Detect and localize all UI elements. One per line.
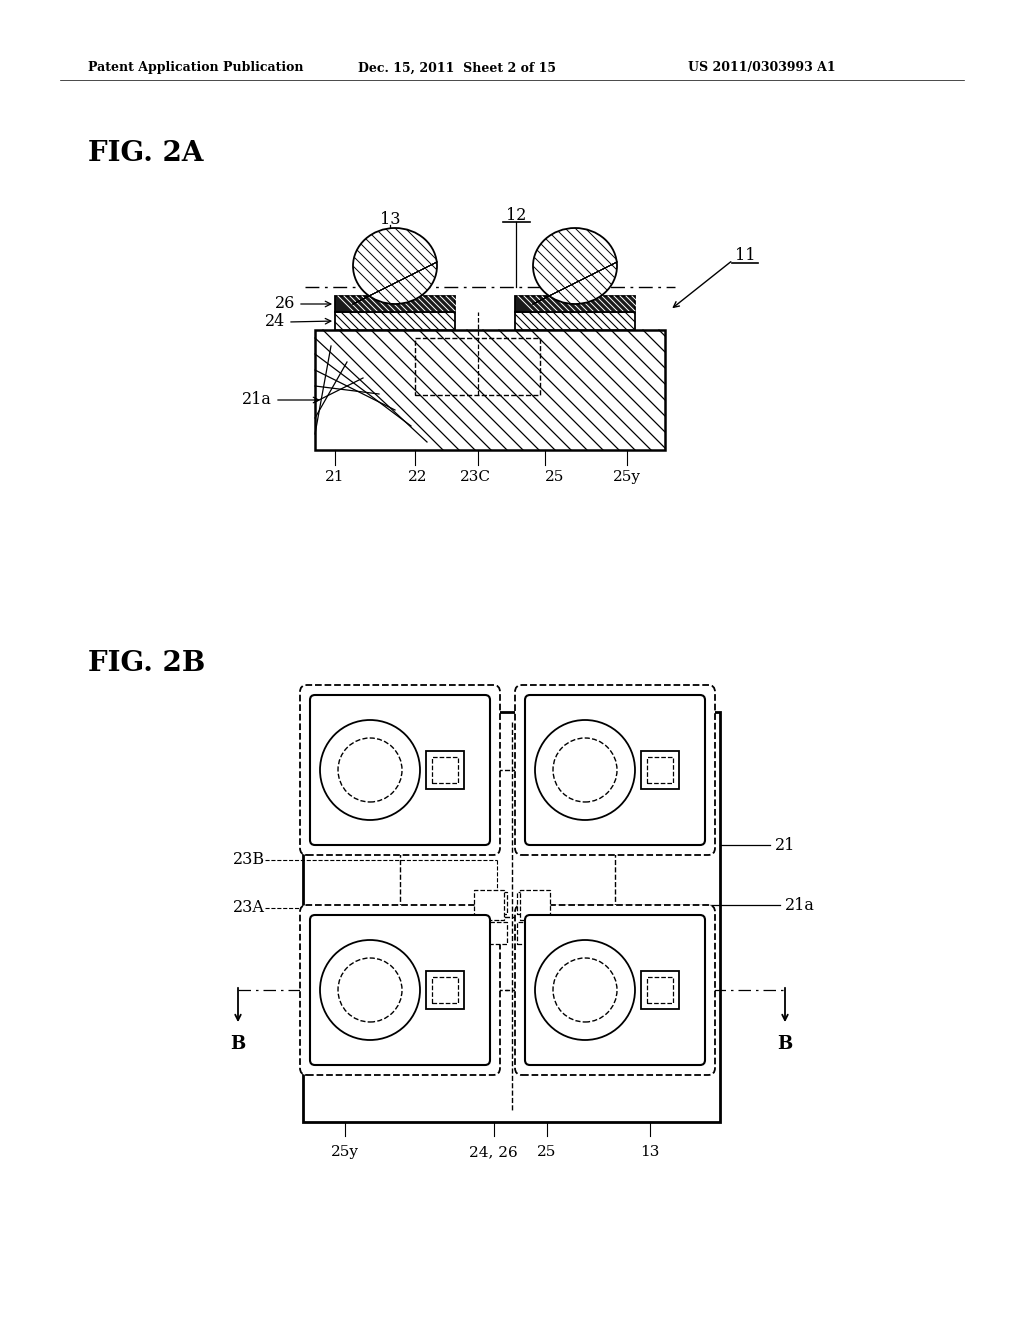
Text: 11: 11 bbox=[735, 247, 756, 264]
Bar bbox=[415, 338, 540, 395]
FancyBboxPatch shape bbox=[310, 696, 490, 845]
Bar bbox=[481, 921, 507, 944]
Text: 23B: 23B bbox=[232, 851, 265, 869]
Bar bbox=[647, 756, 673, 783]
Text: 21: 21 bbox=[326, 470, 345, 484]
Ellipse shape bbox=[353, 228, 437, 304]
Text: 21a: 21a bbox=[785, 896, 815, 913]
Text: Dec. 15, 2011  Sheet 2 of 15: Dec. 15, 2011 Sheet 2 of 15 bbox=[358, 62, 556, 74]
Bar bbox=[641, 751, 679, 789]
FancyBboxPatch shape bbox=[525, 696, 705, 845]
Ellipse shape bbox=[353, 228, 437, 304]
FancyBboxPatch shape bbox=[310, 915, 490, 1065]
Text: 26: 26 bbox=[274, 294, 295, 312]
Text: FIG. 2A: FIG. 2A bbox=[88, 140, 204, 168]
Circle shape bbox=[319, 940, 420, 1040]
Circle shape bbox=[535, 940, 635, 1040]
Bar bbox=[335, 312, 455, 330]
Text: 21a: 21a bbox=[242, 392, 272, 408]
Text: 22: 22 bbox=[409, 470, 428, 484]
Text: 23A: 23A bbox=[233, 899, 265, 916]
Bar bbox=[516, 921, 542, 944]
Bar bbox=[432, 756, 458, 783]
Circle shape bbox=[338, 958, 402, 1022]
Text: FIG. 2B: FIG. 2B bbox=[88, 649, 205, 677]
Bar bbox=[426, 972, 464, 1008]
Bar bbox=[647, 977, 673, 1003]
FancyBboxPatch shape bbox=[300, 906, 500, 1074]
Text: 24, 26: 24, 26 bbox=[469, 1144, 518, 1159]
Circle shape bbox=[338, 738, 402, 803]
Ellipse shape bbox=[534, 228, 617, 304]
Bar bbox=[335, 296, 455, 312]
Ellipse shape bbox=[534, 228, 617, 304]
Text: Patent Application Publication: Patent Application Publication bbox=[88, 62, 303, 74]
Circle shape bbox=[535, 719, 635, 820]
Text: 21: 21 bbox=[775, 837, 796, 854]
Text: 25y: 25y bbox=[613, 470, 641, 484]
Text: 25: 25 bbox=[546, 470, 564, 484]
Circle shape bbox=[553, 958, 617, 1022]
Bar bbox=[515, 312, 635, 330]
Text: B: B bbox=[777, 1035, 793, 1053]
FancyBboxPatch shape bbox=[515, 685, 715, 855]
Circle shape bbox=[319, 719, 420, 820]
Bar bbox=[315, 330, 665, 450]
Text: 25y: 25y bbox=[331, 1144, 359, 1159]
Text: 12: 12 bbox=[506, 206, 526, 223]
Bar bbox=[432, 977, 458, 1003]
Bar bbox=[335, 312, 455, 330]
Circle shape bbox=[553, 738, 617, 803]
Text: 25: 25 bbox=[537, 1144, 556, 1159]
Bar bbox=[515, 312, 635, 330]
Bar bbox=[519, 890, 550, 920]
Text: 23C: 23C bbox=[460, 470, 490, 484]
FancyBboxPatch shape bbox=[515, 906, 715, 1074]
Text: 13: 13 bbox=[380, 211, 400, 228]
Bar bbox=[516, 892, 542, 913]
FancyBboxPatch shape bbox=[300, 685, 500, 855]
Text: US 2011/0303993 A1: US 2011/0303993 A1 bbox=[688, 62, 836, 74]
Bar bbox=[426, 751, 464, 789]
Bar bbox=[303, 711, 720, 1122]
Bar bbox=[641, 972, 679, 1008]
Text: 24: 24 bbox=[265, 314, 285, 330]
Bar bbox=[315, 330, 665, 450]
Bar bbox=[515, 296, 635, 312]
Text: 13: 13 bbox=[640, 1144, 659, 1159]
Bar bbox=[481, 892, 507, 913]
Bar bbox=[473, 890, 504, 920]
FancyBboxPatch shape bbox=[525, 915, 705, 1065]
Text: B: B bbox=[230, 1035, 246, 1053]
